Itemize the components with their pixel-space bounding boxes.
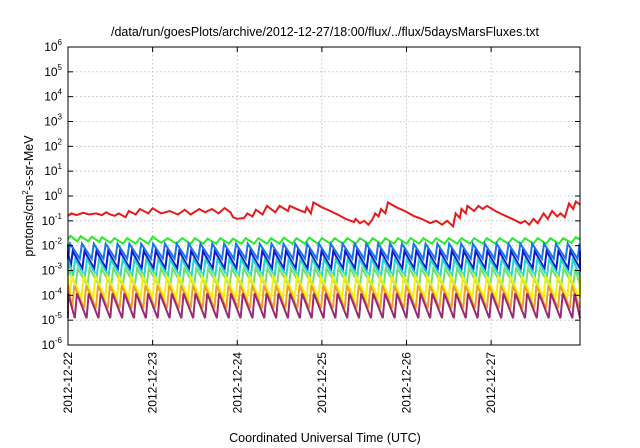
y-tick-base: 10 — [42, 338, 56, 352]
series-line-5 — [67, 255, 581, 280]
y-tick-exponent: 2 — [58, 137, 63, 146]
y-tick-exponent: -5 — [55, 311, 63, 320]
x-tick-label: 2012-12-24 — [230, 352, 244, 414]
y-tick-exponent: -4 — [55, 286, 63, 295]
y-tick-label: 106 — [44, 38, 62, 54]
x-tick-label: 2012-12-25 — [315, 352, 329, 414]
x-tick-label: 2012-12-23 — [146, 352, 160, 414]
y-tick-base: 10 — [44, 65, 58, 79]
series-group — [67, 199, 581, 319]
x-tick-label: 2012-12-26 — [400, 352, 414, 414]
y-tick-exponent: -6 — [55, 336, 63, 345]
y-tick-label: 100 — [44, 187, 62, 203]
y-tick-label: 10-4 — [42, 286, 63, 302]
series-line-1 — [67, 199, 581, 229]
y-tick-base: 10 — [44, 139, 58, 153]
y-tick-label: 102 — [44, 137, 62, 153]
series-line-3 — [67, 240, 581, 262]
y-tick-label: 105 — [44, 63, 62, 79]
series-line-2 — [67, 234, 581, 246]
y-tick-label: 10-2 — [42, 237, 63, 253]
y-axis-label: protons/cm2-s-sr-MeV — [21, 135, 36, 257]
y-tick-exponent: 5 — [58, 63, 63, 72]
y-tick-label: 103 — [44, 113, 62, 129]
y-tick-exponent: 6 — [58, 38, 63, 47]
y-tick-label: 10-3 — [42, 262, 63, 278]
y-tick-base: 10 — [42, 264, 56, 278]
y-tick-exponent: 3 — [58, 113, 63, 122]
y-tick-base: 10 — [44, 189, 58, 203]
x-tick-label: 2012-12-22 — [61, 352, 75, 414]
y-axis: 10-610-510-410-310-210-11001011021031041… — [42, 38, 580, 352]
x-tick-label: 2012-12-27 — [484, 352, 498, 414]
series-line-9 — [67, 293, 581, 319]
y-tick-exponent: 1 — [58, 162, 63, 171]
series-line-7 — [67, 272, 581, 302]
y-tick-exponent: -3 — [55, 262, 63, 271]
y-tick-label: 104 — [44, 88, 62, 104]
x-axis: 2012-12-22 2012-12-23 2012-12-24 2012-12-25… — [61, 47, 498, 413]
y-tick-base: 10 — [42, 313, 56, 327]
y-tick-base: 10 — [42, 239, 56, 253]
y-tick-base: 10 — [42, 288, 56, 302]
y-axis-label-base: protons/cm — [22, 195, 36, 257]
chart-title: /data/run/goesPlots/archive/2012-12-27/1… — [111, 25, 540, 39]
y-tick-label: 10-5 — [42, 311, 63, 327]
y-tick-exponent: -1 — [55, 212, 63, 221]
y-tick-label: 10-1 — [42, 212, 63, 228]
y-tick-base: 10 — [44, 164, 58, 178]
y-tick-base: 10 — [44, 115, 58, 129]
y-tick-label: 10-6 — [42, 336, 63, 352]
series-line-4 — [67, 248, 581, 273]
y-tick-exponent: -2 — [55, 237, 63, 246]
y-tick-exponent: 4 — [58, 88, 63, 97]
y-axis-label-rest: -s-sr-MeV — [22, 135, 36, 191]
y-tick-exponent: 0 — [58, 187, 63, 196]
y-tick-base: 10 — [44, 40, 58, 54]
y-tick-base: 10 — [42, 214, 56, 228]
x-axis-label: Coordinated Universal Time (UTC) — [229, 431, 421, 445]
y-tick-base: 10 — [44, 90, 58, 104]
y-axis-label-superscript: 2 — [21, 190, 30, 195]
y-tick-label: 101 — [44, 162, 62, 178]
